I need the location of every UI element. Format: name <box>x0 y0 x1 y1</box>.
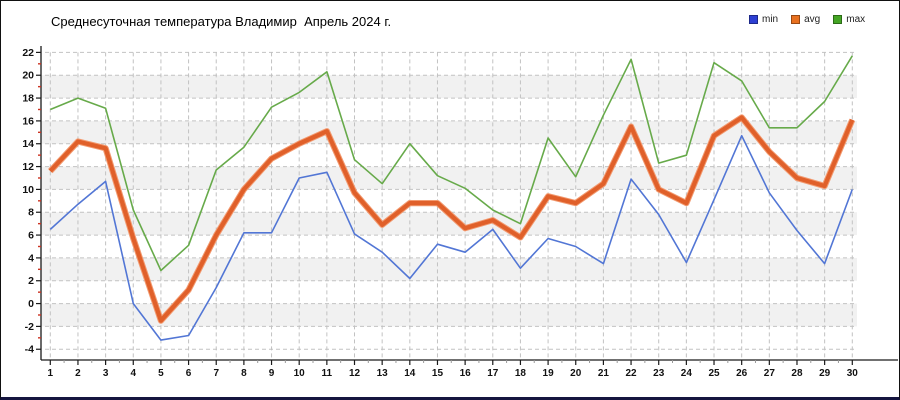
x-tick-label: 16 <box>460 368 472 379</box>
x-tick-label: 21 <box>598 368 610 379</box>
legend-label-max: max <box>846 14 866 25</box>
y-tick-label: 20 <box>22 70 34 82</box>
x-tick-label: 30 <box>847 368 859 379</box>
x-tick-label: 22 <box>625 368 637 379</box>
x-tick-label: 17 <box>487 368 499 379</box>
avg-swatch-icon <box>791 15 801 24</box>
y-tick-label: 2 <box>28 275 34 287</box>
y-tick-label: 4 <box>28 252 34 264</box>
min-swatch-icon <box>749 15 758 24</box>
y-tick-label: 18 <box>22 93 34 105</box>
x-tick-label: 15 <box>432 368 444 379</box>
x-tick-label: 18 <box>515 368 527 379</box>
x-tick-label: 8 <box>241 368 247 379</box>
legend-item-min: min <box>749 14 778 25</box>
plot-band <box>41 303 857 327</box>
y-tick-label: -2 <box>25 321 34 333</box>
x-tick-label: 27 <box>764 368 776 379</box>
x-tick-label: 20 <box>570 368 582 379</box>
x-tick-label: 10 <box>294 368 306 379</box>
y-tick-label: 8 <box>28 207 34 219</box>
x-tick-label: 5 <box>158 368 164 379</box>
x-tick-label: 2 <box>75 368 81 379</box>
plot-band <box>41 120 857 144</box>
x-tick-label: 13 <box>377 368 389 379</box>
legend-label-min: min <box>762 14 779 25</box>
legend-label-avg: avg <box>804 14 821 25</box>
x-tick-label: 25 <box>708 368 720 379</box>
avg-line <box>48 115 855 323</box>
y-tick-label: 14 <box>22 138 34 150</box>
y-tick-label: 22 <box>22 47 34 59</box>
y-tick-label: -4 <box>25 344 34 356</box>
x-tick-label: 28 <box>791 368 803 379</box>
y-tick-label: 16 <box>22 115 34 127</box>
x-tick-label: 23 <box>653 368 665 379</box>
x-tick-label: 7 <box>213 368 219 379</box>
x-tick-label: 4 <box>130 368 136 379</box>
y-tick-label: 6 <box>28 230 34 242</box>
min-line <box>49 134 854 341</box>
x-tick-label: 3 <box>103 368 109 379</box>
plot-band <box>41 212 857 236</box>
x-tick-label: 1 <box>48 368 54 379</box>
x-tick-label: 6 <box>186 368 192 379</box>
x-tick-label: 24 <box>681 368 693 379</box>
plot-band <box>41 75 857 99</box>
chart-legend: min avg max <box>749 14 865 25</box>
x-tick-label: 29 <box>819 368 831 379</box>
x-tick-label: 19 <box>543 368 555 379</box>
chart-title: Среднесуточная температура Владимир Апре… <box>51 14 392 29</box>
y-tick-label: 0 <box>28 298 34 310</box>
max-swatch-icon <box>833 15 843 24</box>
x-tick-label: 12 <box>349 368 361 379</box>
y-tick-label: 10 <box>22 184 34 196</box>
max-line <box>49 55 853 272</box>
x-tick-label: 9 <box>269 368 275 379</box>
legend-item-avg: avg <box>791 14 820 25</box>
x-tick-label: 14 <box>404 368 416 379</box>
x-tick-label: 26 <box>736 368 748 379</box>
legend-item-max: max <box>833 14 865 25</box>
x-tick-label: 11 <box>322 368 333 379</box>
plot-band <box>41 166 857 190</box>
plot-band <box>41 257 857 281</box>
y-tick-label: 12 <box>22 161 34 173</box>
